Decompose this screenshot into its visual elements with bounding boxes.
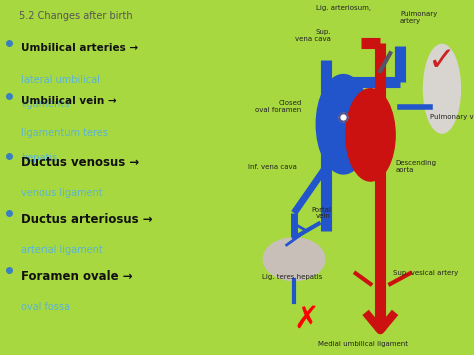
Text: Foramen ovale →: Foramen ovale →: [21, 270, 133, 283]
Text: Lig. arteriosum,: Lig. arteriosum,: [316, 5, 371, 11]
Text: ✓: ✓: [428, 44, 456, 77]
Text: Pulmonary
artery: Pulmonary artery: [400, 11, 438, 24]
Text: Descending
aorta: Descending aorta: [395, 160, 436, 173]
Text: Portal
vein: Portal vein: [311, 207, 331, 219]
Text: hepatis: hepatis: [21, 153, 57, 163]
Text: Umbilical arteries →: Umbilical arteries →: [21, 43, 138, 53]
Text: Ductus arteriosus →: Ductus arteriosus →: [21, 213, 153, 226]
Text: Pulmonary vein: Pulmonary vein: [429, 114, 474, 120]
Ellipse shape: [346, 89, 395, 181]
Text: Inf. vena cava: Inf. vena cava: [247, 164, 297, 170]
Text: Closed
oval foramen: Closed oval foramen: [255, 100, 301, 113]
Text: Lig. teres hepatis: Lig. teres hepatis: [262, 274, 322, 280]
Text: arterial ligament: arterial ligament: [21, 245, 103, 255]
Text: ligamentum teres: ligamentum teres: [21, 128, 108, 138]
Text: venous ligament: venous ligament: [21, 188, 103, 198]
Ellipse shape: [316, 75, 371, 174]
Text: ✗: ✗: [294, 305, 319, 334]
Text: Umbilical vein →: Umbilical vein →: [21, 96, 117, 106]
Text: Sup. vesical artery: Sup. vesical artery: [392, 271, 458, 276]
Text: Medial umbilical ligament: Medial umbilical ligament: [318, 342, 408, 347]
Text: Sup.
vena cava: Sup. vena cava: [295, 29, 331, 42]
Text: lateral umbilical: lateral umbilical: [21, 75, 100, 84]
Text: oval fossa: oval fossa: [21, 302, 70, 312]
Ellipse shape: [263, 238, 325, 280]
Text: Ductus venosus →: Ductus venosus →: [21, 156, 139, 169]
Text: 5.2 Changes after birth: 5.2 Changes after birth: [19, 11, 133, 21]
Ellipse shape: [423, 44, 460, 133]
Text: ligaments: ligaments: [21, 99, 70, 109]
